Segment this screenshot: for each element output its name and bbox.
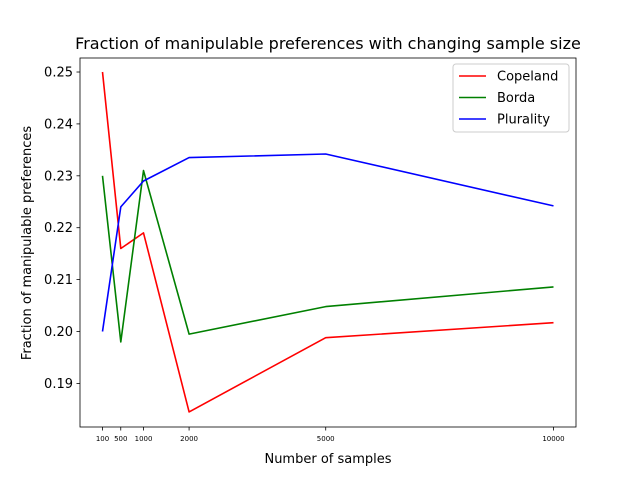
- x-tick-label: 500: [114, 435, 127, 443]
- y-axis-label: Fraction of manipulable preferences: [20, 126, 35, 361]
- legend-label-borda: Borda: [497, 91, 535, 106]
- y-tick-label: 0.20: [44, 325, 73, 340]
- y-tick-label: 0.24: [44, 117, 73, 132]
- x-tick-label: 1000: [135, 435, 153, 443]
- legend: Copeland Borda Plurality: [452, 63, 570, 133]
- axes-frame: [79, 57, 577, 428]
- series-line-borda: [101, 169, 554, 343]
- y-tick-label: 0.23: [44, 169, 73, 184]
- series-line-plurality: [101, 153, 554, 332]
- chart-title: Fraction of manipulable preferences with…: [75, 34, 581, 53]
- legend-label-plurality: Plurality: [497, 113, 550, 128]
- legend-box: [452, 63, 570, 133]
- y-tick-label: 0.19: [44, 377, 73, 392]
- x-tick-label: 5000: [317, 435, 335, 443]
- y-tick-label: 0.25: [44, 66, 73, 81]
- x-tick-label: 10000: [542, 435, 564, 443]
- y-tick-label: 0.21: [44, 273, 73, 288]
- series-line-copeland: [101, 71, 554, 413]
- x-tick-label: 100: [96, 435, 109, 443]
- x-axis-label: Number of samples: [264, 452, 391, 467]
- x-tick-label: 2000: [180, 435, 198, 443]
- plot-area: 100 500 1000 2000 5000 10000 0.19 0.20 0.21 0.22 0…: [44, 57, 577, 443]
- legend-label-copeland: Copeland: [497, 70, 558, 85]
- y-tick-label: 0.22: [44, 221, 73, 236]
